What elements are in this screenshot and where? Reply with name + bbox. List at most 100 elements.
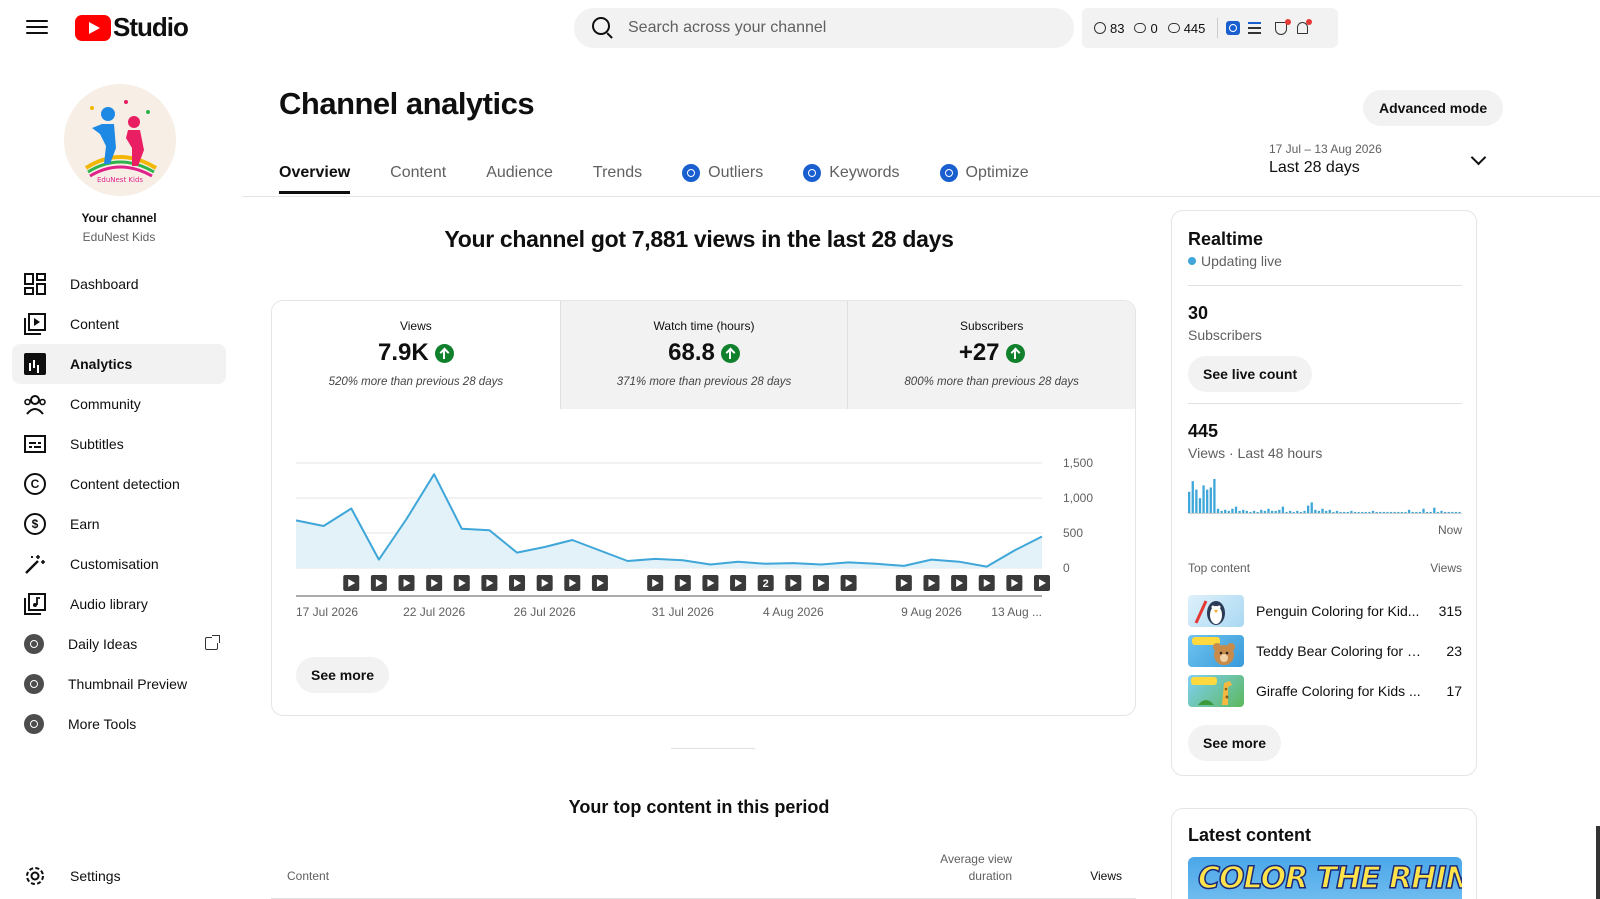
tabs-divider <box>242 196 1600 197</box>
sidebar-item-settings[interactable]: Settings <box>12 856 226 896</box>
chart-video-marker-play-icon <box>596 579 604 587</box>
avatar[interactable]: EduNest Kids <box>64 84 176 196</box>
bell-icon[interactable] <box>1297 19 1313 34</box>
eye-icon <box>1134 23 1147 33</box>
sparkline-bar <box>1386 511 1389 513</box>
sidebar-nav: Dashboard Content Analytics Community Su… <box>12 264 226 744</box>
sidebar-item-content[interactable]: Content <box>12 304 226 344</box>
top-content-title: Penguin Coloring for Kid... <box>1256 603 1420 619</box>
vidiq-icon[interactable] <box>1226 21 1241 35</box>
tab-label: Outliers <box>708 164 764 181</box>
top-content-row[interactable]: Penguin Coloring for Kid... 315 <box>1188 595 1462 627</box>
sparkline-bar <box>1411 511 1414 513</box>
vidiq-icon <box>939 164 958 182</box>
external-link-icon[interactable] <box>205 635 220 650</box>
sidebar-item-content-detection[interactable]: C Content detection <box>12 464 226 504</box>
studio-logo[interactable]: Studio <box>75 12 189 43</box>
analytics-tabs: Overview Content Audience Trends Outlier… <box>279 152 1069 194</box>
sidebar-item-label: Customisation <box>70 556 159 572</box>
sparkline-bar <box>1382 511 1385 513</box>
advanced-mode-button[interactable]: Advanced mode <box>1363 90 1504 126</box>
see-live-count-button[interactable]: See live count <box>1188 356 1313 392</box>
sidebar-item-daily-ideas[interactable]: Daily Ideas <box>12 624 226 664</box>
see-more-button[interactable]: See more <box>296 657 390 693</box>
sidebar-item-thumbnail-preview[interactable]: Thumbnail Preview <box>12 664 226 704</box>
chart-video-marker-play-icon <box>458 579 466 587</box>
content-icon <box>24 313 46 335</box>
sidebar-item-label: Content <box>70 316 120 332</box>
trophy-icon[interactable] <box>1275 18 1292 35</box>
tab-trends[interactable]: Trends <box>593 152 642 194</box>
chart-y-tick-label: 500 <box>1063 526 1083 540</box>
ext-stat-views-b[interactable]: 445 <box>1167 21 1205 36</box>
dashboard-icon <box>24 273 46 295</box>
sidebar-item-community[interactable]: Community <box>12 384 226 424</box>
sparkline-bar <box>1357 511 1360 513</box>
sparkline-bar <box>1292 511 1295 513</box>
top-content-views: 17 <box>1446 683 1462 699</box>
sidebar-item-label: Audio library <box>70 596 148 612</box>
tab-outliers[interactable]: Outliers <box>682 152 763 194</box>
column-header-content[interactable]: Content <box>287 869 330 883</box>
top-content-title: Giraffe Coloring for Kids ... <box>1256 683 1421 699</box>
chart-x-tick-label: 26 Jul 2026 <box>514 605 576 619</box>
sidebar-item-customisation[interactable]: Customisation <box>12 544 226 584</box>
tab-overview[interactable]: Overview <box>279 152 351 194</box>
live-status-text: Updating live <box>1201 253 1282 269</box>
date-range[interactable]: 17 Jul – 13 Aug 2026 <box>1269 142 1382 156</box>
metric-subscribers[interactable]: Subscribers +27 800% more than previous … <box>847 301 1135 409</box>
sparkline-bar <box>1216 508 1220 513</box>
top-content-row[interactable]: Teddy Bear Coloring for Ki... 23 <box>1188 635 1462 667</box>
sparkline-bar <box>1328 509 1331 513</box>
top-bar: Studio 83 0 445 <box>0 0 1600 56</box>
sidebar-item-dashboard[interactable]: Dashboard <box>12 264 226 304</box>
sparkline-bar <box>1278 509 1281 513</box>
chart-video-marker <box>757 575 774 591</box>
sidebar-item-audio-library[interactable]: Audio library <box>12 584 226 624</box>
metric-note: 520% more than previous 28 days <box>328 376 504 388</box>
sidebar: EduNest Kids Your channel EduNest Kids D… <box>0 56 242 899</box>
sparkline-bar <box>1458 511 1461 513</box>
logo-text: Studio <box>113 12 189 42</box>
tab-optimize[interactable]: Optimize <box>939 152 1029 194</box>
realtime-views-sparkline[interactable] <box>1188 477 1462 515</box>
sparkline-bar <box>1454 511 1458 513</box>
channel-name[interactable]: EduNest Kids <box>82 230 156 244</box>
list-icon[interactable] <box>1248 22 1262 34</box>
tab-content[interactable]: Content <box>390 152 446 194</box>
sparkline-bar <box>1407 509 1411 513</box>
menu-icon[interactable] <box>26 17 48 39</box>
latest-video-thumbnail[interactable]: COLOR THE RHINO! <box>1188 857 1462 899</box>
date-period-label[interactable]: Last 28 days <box>1269 159 1360 176</box>
sidebar-item-analytics[interactable]: Analytics <box>12 344 226 384</box>
column-header-avg-duration[interactable]: Average view duration <box>922 851 1012 885</box>
sparkline-bar <box>1209 487 1212 513</box>
sidebar-item-more-tools[interactable]: More Tools <box>12 704 226 744</box>
sidebar-item-subtitles[interactable]: Subtitles <box>12 424 226 464</box>
vidiq-icon <box>24 634 44 654</box>
metric-watch-time[interactable]: Watch time (hours) 68.8 371% more than p… <box>559 301 848 409</box>
column-header-views[interactable]: Views <box>1090 869 1122 883</box>
tab-audience[interactable]: Audience <box>486 152 553 194</box>
chevron-down-icon[interactable] <box>1470 149 1487 166</box>
sparkline-bar <box>1415 511 1418 513</box>
see-more-button[interactable]: See more <box>1188 725 1282 761</box>
column-header-line: duration <box>968 869 1012 883</box>
views-chart[interactable]: 0 500 1,000 1,500 2 17 Jul 2026 22 Jul 2026 26 … <box>272 409 1136 629</box>
chart-video-marker-play-icon <box>1039 579 1046 587</box>
search-bar[interactable] <box>574 8 1074 48</box>
search-icon[interactable] <box>582 8 622 48</box>
top-content-row[interactable]: Giraffe Coloring for Kids ... 17 <box>1188 675 1462 707</box>
sparkline-bar <box>1288 510 1292 514</box>
ext-stat-views-a[interactable]: 0 <box>1134 21 1158 36</box>
search-input[interactable] <box>628 19 1048 37</box>
sparkline-bar <box>1188 491 1191 513</box>
sparkline-bar <box>1195 489 1198 514</box>
sidebar-item-earn[interactable]: $ Earn <box>12 504 226 544</box>
realtime-views-value: 445 <box>1188 421 1219 441</box>
scrollbar-thumb[interactable] <box>1596 826 1600 899</box>
metric-views[interactable]: Views 7.9K 520% more than previous 28 da… <box>272 301 560 409</box>
tab-keywords[interactable]: Keywords <box>803 152 900 194</box>
sparkline-bar <box>1393 511 1396 513</box>
ext-stat-time[interactable]: 83 <box>1094 21 1124 36</box>
